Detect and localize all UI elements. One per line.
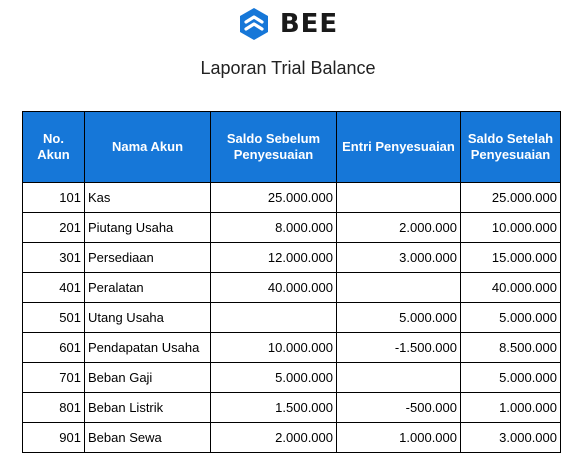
balance-before-cell: 25.000.000 [210,182,337,213]
header-line: No. [43,131,64,146]
account-name-cell: Utang Usaha [84,302,211,333]
table-row: 501 Utang Usaha 5.000.000 5.000.000 [22,302,561,333]
balance-before-cell: 12.000.000 [210,242,337,273]
account-name-cell: Peralatan [84,272,211,303]
table-row: 101 Kas 25.000.000 25.000.000 [22,182,561,213]
balance-after-cell: 5.000.000 [460,302,561,333]
bee-logo-icon [239,8,268,40]
table-row: 601 Pendapatan Usaha 10.000.000 -1.500.000 8… [22,332,561,363]
balance-after-cell: 10.000.000 [460,212,561,243]
account-number-cell: 901 [22,422,85,453]
account-number-cell: 701 [22,362,85,393]
account-number-cell: 201 [22,212,85,243]
account-name-cell: Beban Sewa [84,422,211,453]
adjustment-cell [336,182,461,213]
balance-before-cell [210,302,337,333]
adjustment-cell [336,362,461,393]
brand-name: BEE [279,9,339,39]
balance-before-cell: 10.000.000 [210,332,337,363]
header-line: Akun [37,147,70,162]
balance-after-cell: 5.000.000 [460,362,561,393]
header-saldo-sebelum: Saldo Sebelum Penyesuaian [210,111,337,183]
header-nama-akun: Nama Akun [84,111,211,183]
header-entri-penyesuaian: Entri Penyesuaian [336,111,461,183]
balance-after-cell: 40.000.000 [460,272,561,303]
header-no-akun: No. Akun [22,111,85,183]
brand-logo: BEE [0,7,576,41]
adjustment-cell [336,272,461,303]
account-name-cell: Beban Gaji [84,362,211,393]
table-row: 701 Beban Gaji 5.000.000 5.000.000 [22,362,561,393]
table-row: 901 Beban Sewa 2.000.000 1.000.000 3.000.000 [22,422,561,453]
account-name-cell: Beban Listrik [84,392,211,423]
table-row: 401 Peralatan 40.000.000 40.000.000 [22,272,561,303]
table-row: 201 Piutang Usaha 8.000.000 2.000.000 10.000… [22,212,561,243]
account-number-cell: 501 [22,302,85,333]
balance-before-cell: 2.000.000 [210,422,337,453]
header-line: Penyesuaian [233,147,314,162]
account-name-cell: Persediaan [84,242,211,273]
account-number-cell: 301 [22,242,85,273]
header-saldo-setelah: Saldo Setelah Penyesuaian [460,111,561,183]
account-name-cell: Piutang Usaha [84,212,211,243]
page-title: Laporan Trial Balance [200,58,376,78]
adjustment-cell: 5.000.000 [336,302,461,333]
table-row: 801 Beban Listrik 1.500.000 -500.000 1.000.0… [22,392,561,423]
adjustment-cell: -1.500.000 [336,332,461,363]
balance-after-cell: 3.000.000 [460,422,561,453]
balance-before-cell: 5.000.000 [210,362,337,393]
balance-after-cell: 15.000.000 [460,242,561,273]
account-number-cell: 801 [22,392,85,423]
account-number-cell: 401 [22,272,85,303]
account-number-cell: 101 [22,182,85,213]
trial-balance-table: No. Akun Nama Akun Saldo Sebelum Penyesuai… [22,111,561,453]
balance-before-cell: 8.000.000 [210,212,337,243]
balance-after-cell: 1.000.000 [460,392,561,423]
header-line: Saldo Setelah [467,131,554,146]
adjustment-cell: -500.000 [336,392,461,423]
adjustment-cell: 2.000.000 [336,212,461,243]
header-line: Saldo Sebelum [226,131,321,146]
balance-after-cell: 8.500.000 [460,332,561,363]
adjustment-cell: 3.000.000 [336,242,461,273]
table-header-row: No. Akun Nama Akun Saldo Sebelum Penyesuai… [22,111,561,183]
adjustment-cell: 1.000.000 [336,422,461,453]
header-line: Nama Akun [111,139,184,154]
account-name-cell: Pendapatan Usaha [84,332,211,363]
balance-after-cell: 25.000.000 [460,182,561,213]
header-line: Entri Penyesuaian [342,139,455,154]
table-row: 301 Persediaan 12.000.000 3.000.000 15.000.0… [22,242,561,273]
balance-before-cell: 40.000.000 [210,272,337,303]
account-number-cell: 601 [22,332,85,363]
header-line: Penyesuaian [470,147,551,162]
balance-before-cell: 1.500.000 [210,392,337,423]
account-name-cell: Kas [84,182,211,213]
